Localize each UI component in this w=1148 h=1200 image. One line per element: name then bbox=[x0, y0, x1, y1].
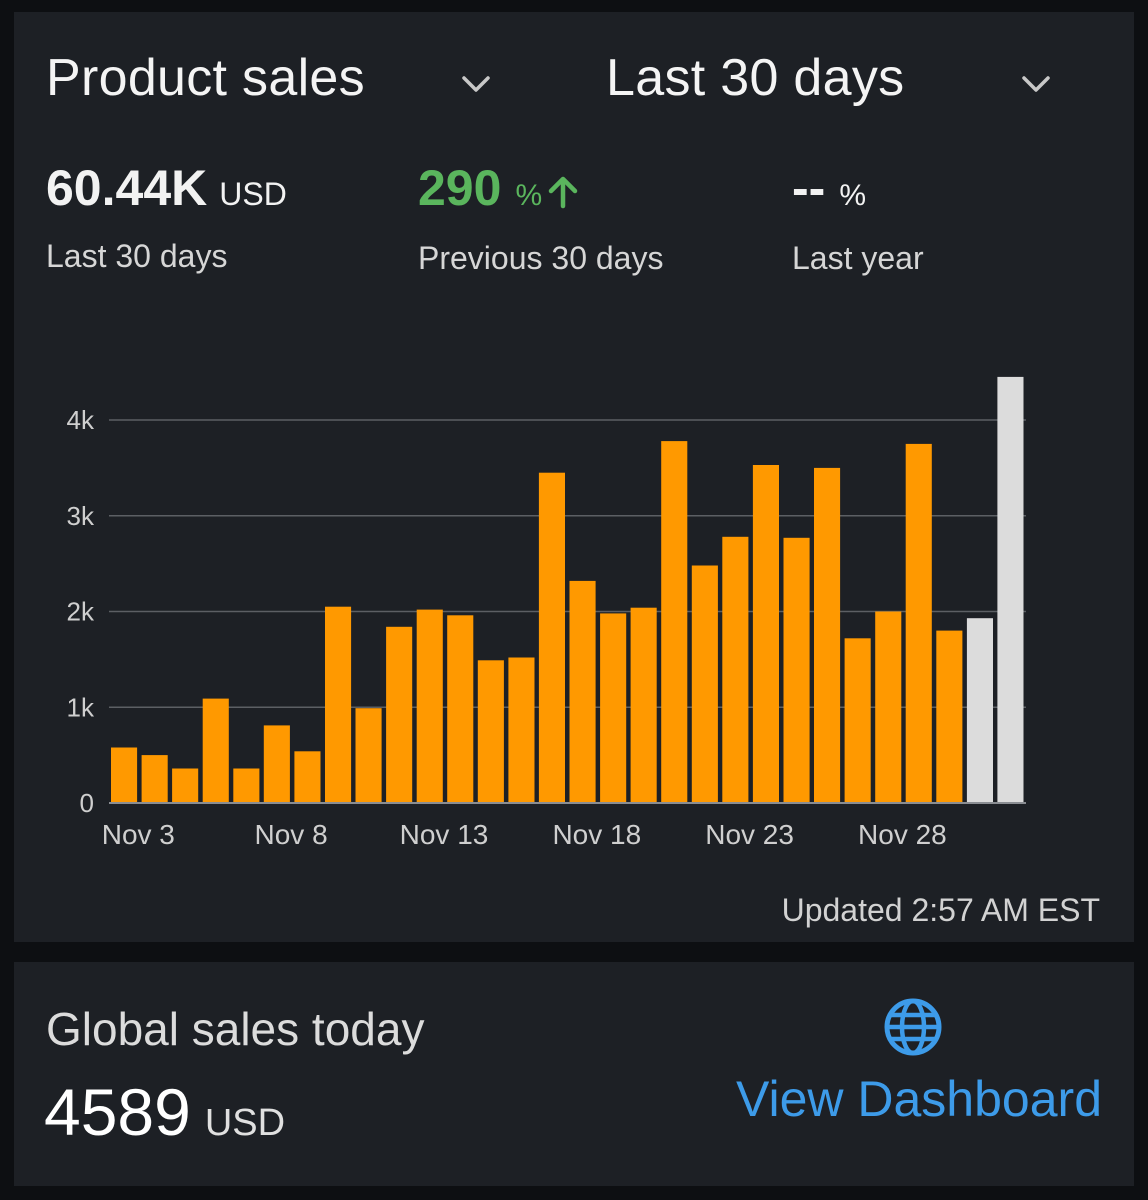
metric-previous-value: 290 bbox=[418, 160, 502, 216]
report-selector-label: Product sales bbox=[46, 49, 365, 107]
projected-bar[interactable] bbox=[997, 376, 1024, 803]
sales-bar[interactable] bbox=[386, 626, 413, 803]
sales-bar[interactable] bbox=[355, 708, 382, 803]
sales-bar[interactable] bbox=[447, 615, 474, 803]
sales-bar[interactable] bbox=[172, 768, 199, 804]
product-sales-card: Product sales Last 30 days 60.44K USD Las… bbox=[14, 12, 1134, 942]
global-sales-value: 4589 bbox=[44, 1075, 191, 1149]
y-tick-label: 1k bbox=[67, 692, 95, 722]
projected-bar[interactable] bbox=[966, 618, 993, 803]
sales-bar[interactable] bbox=[294, 751, 321, 803]
sales-bar[interactable] bbox=[263, 725, 290, 803]
metric-previous-value-row: 290% bbox=[418, 158, 663, 226]
metric-last-year-value: -- bbox=[792, 160, 826, 216]
metric-total: 60.44K USD Last 30 days bbox=[46, 158, 287, 275]
global-sales-value-row: 4589 USD bbox=[44, 1074, 285, 1150]
metric-total-value: 60.44K bbox=[46, 160, 208, 216]
sales-bar[interactable] bbox=[141, 755, 168, 803]
sales-bar[interactable] bbox=[538, 472, 565, 803]
metric-last-year: --% Last year bbox=[792, 158, 924, 277]
global-sales-unit: USD bbox=[204, 1102, 286, 1144]
metric-last-year-value-row: --% bbox=[792, 158, 924, 226]
global-sales-title: Global sales today bbox=[46, 1003, 425, 1055]
x-tick-label: Nov 18 bbox=[552, 819, 641, 850]
y-tick-label: 3k bbox=[67, 501, 95, 531]
x-tick-label: Nov 8 bbox=[255, 819, 328, 850]
metric-total-caption: Last 30 days bbox=[46, 238, 228, 274]
sales-bar[interactable] bbox=[111, 747, 138, 804]
metric-last-year-unit: % bbox=[839, 179, 866, 212]
sales-bar[interactable] bbox=[844, 638, 871, 803]
sales-bar[interactable] bbox=[875, 611, 902, 804]
sales-bar[interactable] bbox=[722, 536, 749, 803]
y-tick-label: 4k bbox=[67, 405, 95, 435]
range-selector-label: Last 30 days bbox=[606, 49, 905, 107]
metric-previous: 290% Previous 30 days bbox=[418, 158, 663, 277]
sales-bar[interactable] bbox=[905, 443, 932, 803]
y-tick-label: 2k bbox=[67, 597, 95, 627]
sales-bar[interactable] bbox=[936, 630, 963, 803]
chevron-down-icon bbox=[1022, 76, 1050, 92]
range-selector[interactable]: Last 30 days bbox=[606, 48, 1050, 108]
x-tick-label: Nov 13 bbox=[400, 819, 489, 850]
metric-previous-caption: Previous 30 days bbox=[418, 240, 664, 276]
metric-total-value-row: 60.44K USD bbox=[46, 158, 287, 224]
y-tick-label: 0 bbox=[80, 788, 94, 818]
view-dashboard-link[interactable]: View Dashboard bbox=[736, 1071, 1102, 1127]
sales-bar[interactable] bbox=[477, 660, 504, 803]
x-tick-label: Nov 28 bbox=[858, 819, 947, 850]
sales-bar[interactable] bbox=[691, 565, 718, 804]
sales-bar[interactable] bbox=[814, 467, 841, 803]
globe-icon[interactable] bbox=[882, 996, 944, 1058]
sales-bar[interactable] bbox=[233, 768, 260, 804]
sales-bar[interactable] bbox=[325, 606, 352, 803]
x-tick-label: Nov 23 bbox=[705, 819, 794, 850]
metric-last-year-caption: Last year bbox=[792, 240, 924, 276]
sales-bar[interactable] bbox=[202, 698, 229, 803]
sales-bar[interactable] bbox=[569, 580, 596, 803]
sales-bar[interactable] bbox=[416, 609, 443, 803]
chevron-down-icon bbox=[462, 76, 490, 92]
report-selector[interactable]: Product sales bbox=[46, 48, 490, 108]
global-sales-card: Global sales today 4589 USD View Dashboar… bbox=[14, 962, 1134, 1186]
arrow-up-icon bbox=[548, 176, 578, 209]
metric-total-unit: USD bbox=[219, 176, 287, 212]
sales-bar[interactable] bbox=[630, 607, 657, 803]
sales-bar[interactable] bbox=[600, 613, 627, 803]
sales-bar[interactable] bbox=[508, 657, 535, 804]
sales-bar[interactable] bbox=[661, 441, 688, 803]
sales-bar-chart: 0 1k 2k 3k 4k Nov 3 Nov 8 Nov 13 Nov 18 Nov 23 Nov… bbox=[67, 376, 1026, 850]
updated-timestamp: Updated 2:57 AM EST bbox=[781, 892, 1100, 928]
sales-bar[interactable] bbox=[783, 537, 810, 803]
x-tick-label: Nov 3 bbox=[102, 819, 175, 850]
metric-previous-unit: % bbox=[515, 179, 543, 212]
sales-bar[interactable] bbox=[752, 465, 779, 803]
